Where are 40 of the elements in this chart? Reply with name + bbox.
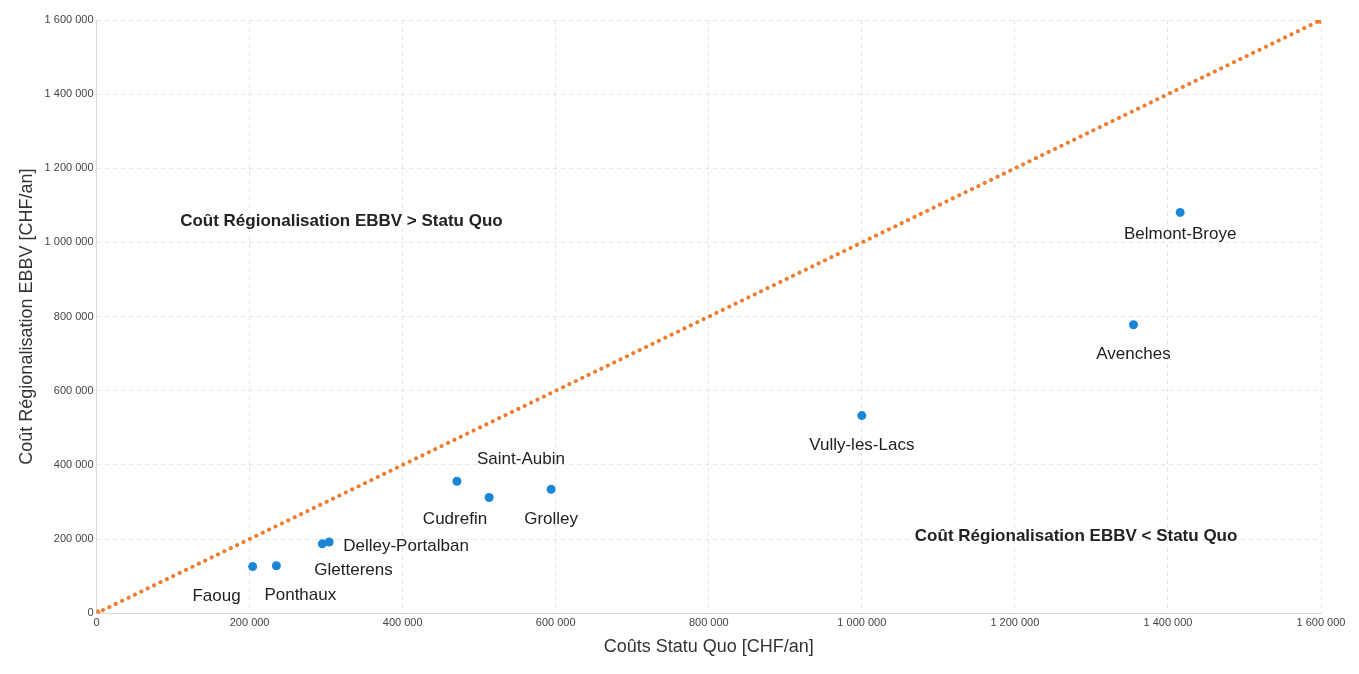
y-tick-label: 400 000 (53, 457, 94, 470)
annotation: Coût Régionalisation EBBV < Statu Quo (914, 525, 1238, 545)
annotation: Grolley (524, 509, 579, 529)
y-tick-label: 1 400 000 (44, 87, 94, 100)
y-tick-label: 1 600 000 (44, 13, 94, 26)
x-tick-label: 1 400 000 (1143, 615, 1193, 628)
annotation: Belmont-Broye (1123, 224, 1237, 244)
x-axis-title: Coûts Statu Quo [CHF/an] (603, 636, 814, 657)
x-tick-label: 1 200 000 (990, 615, 1040, 628)
x-tick-label: 200 000 (229, 615, 270, 628)
annotation: Cudrefin (422, 509, 488, 529)
y-tick-label: 1 000 000 (44, 235, 94, 248)
x-tick-label: 1 000 000 (837, 615, 887, 628)
x-tick-label: 800 000 (688, 615, 729, 628)
point (1129, 320, 1138, 330)
point (324, 537, 334, 547)
y-tick-label: 200 000 (53, 532, 94, 545)
point (452, 476, 462, 486)
x-tick-label: 1 600 000 (1296, 615, 1346, 628)
y-tick-label: 0 (87, 606, 94, 619)
x-tick-label: 400 000 (382, 615, 423, 628)
point (484, 493, 494, 503)
annotation: Vully-les-Lacs (809, 435, 915, 455)
y-axis-title: Coût Régionalisation EBBV [CHF/an] (15, 168, 36, 465)
annotation: Faoug (192, 586, 241, 606)
point (546, 484, 556, 494)
annotation: Coût Régionalisation EBBV > Statu Quo (180, 211, 503, 231)
point (857, 411, 867, 421)
point (271, 561, 281, 571)
y-tick-label: 1 200 000 (44, 161, 94, 174)
annotation: Gletterens (314, 559, 393, 579)
annotation: Saint-Aubin (476, 448, 565, 468)
point (1175, 207, 1185, 217)
x-tick-label: 600 000 (535, 615, 576, 628)
y-tick-label: 800 000 (53, 309, 94, 322)
point (248, 561, 258, 571)
annotation: Ponthaux (264, 585, 337, 605)
annotation: Delley-Portalban (343, 535, 469, 555)
annotation: Avenches (1096, 344, 1171, 364)
y-tick-label: 600 000 (53, 383, 94, 396)
